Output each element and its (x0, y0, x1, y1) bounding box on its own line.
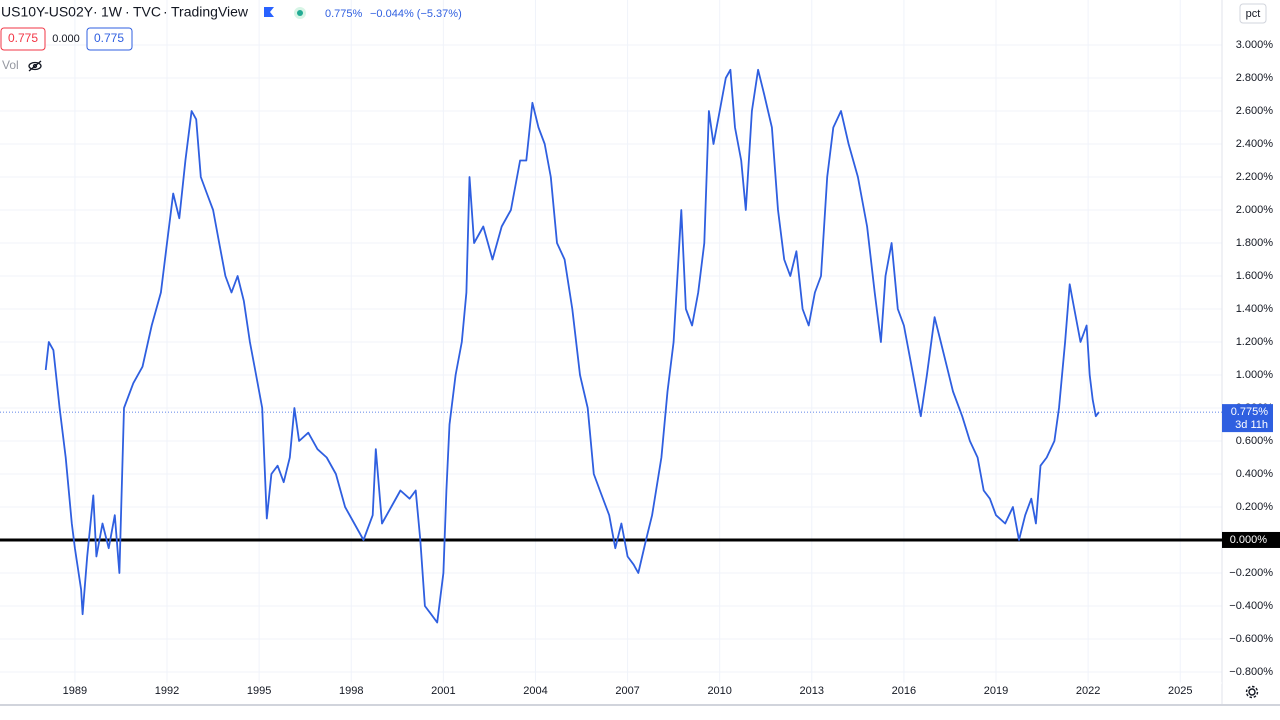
x-tick-label: 2001 (431, 685, 455, 697)
y-tick-label: 2.800% (1236, 72, 1274, 84)
y-tick-label: 1.200% (1236, 336, 1274, 348)
x-tick-label: 2007 (615, 685, 639, 697)
series-line (44, 68, 1100, 624)
x-tick-label: 1995 (247, 685, 271, 697)
separator: · (93, 4, 98, 20)
x-tick-label: 2022 (1076, 685, 1100, 697)
status-dot (297, 10, 303, 16)
y-tick-label: 1.800% (1236, 237, 1274, 249)
y-tick-label: 3.000% (1236, 39, 1274, 51)
y-tick-label: −0.200% (1229, 567, 1273, 579)
y-tick-label: 2.400% (1236, 138, 1274, 150)
symbol: US10Y-US02Y (1, 4, 94, 20)
x-tick-label: 1989 (63, 685, 87, 697)
spread-value: 0.000 (52, 33, 80, 45)
source: TVC (133, 4, 161, 20)
x-tick-label: 2004 (523, 685, 547, 697)
flag-icon[interactable] (264, 7, 274, 17)
x-tick-label: 2016 (892, 685, 916, 697)
bid-box[interactable] (0, 27, 46, 51)
last-price-label-bg (1222, 404, 1273, 433)
x-tick-label: 2013 (800, 685, 824, 697)
reference-label: 0.000% (1230, 534, 1268, 546)
separator: · (125, 4, 130, 20)
volume-label: Vol (2, 58, 19, 72)
platform: TradingView (171, 4, 249, 20)
last-value: 0.775% (325, 8, 363, 20)
y-tick-label: 0.600% (1236, 435, 1274, 447)
y-tick-label: −0.600% (1229, 633, 1273, 645)
change: −0.044% (−5.37%) (370, 8, 462, 20)
bid-value: 0.775 (8, 31, 38, 45)
ask-box[interactable] (86, 27, 133, 51)
last-price-label: 0.775% (1231, 406, 1269, 418)
hide-icon[interactable] (28, 60, 42, 72)
y-tick-label: −0.400% (1229, 600, 1273, 612)
separator: · (163, 4, 168, 20)
y-tick-label: 0.200% (1236, 501, 1274, 513)
countdown: 3d 11h (1235, 419, 1268, 431)
y-tick-label: 0.400% (1236, 468, 1274, 480)
y-tick-label: −0.800% (1229, 666, 1273, 678)
y-tick-label: 1.400% (1236, 303, 1274, 315)
ask-value: 0.775 (94, 31, 124, 45)
settings-icon[interactable] (1245, 685, 1259, 699)
x-tick-label: 2025 (1168, 685, 1192, 697)
x-tick-label: 1998 (339, 685, 363, 697)
reference-label-bg (1222, 531, 1280, 548)
x-tick-label: 1992 (155, 685, 179, 697)
y-tick-label: 2.600% (1236, 105, 1274, 117)
y-tick-label: 1.600% (1236, 270, 1274, 282)
scale-mode-button[interactable] (1239, 3, 1267, 24)
x-tick-label: 2019 (984, 685, 1008, 697)
interval[interactable]: 1W (101, 4, 123, 20)
grid (0, 0, 1222, 683)
scale-mode: pct (1246, 8, 1261, 20)
x-tick-label: 2010 (707, 685, 731, 697)
y-tick-label: 2.000% (1236, 204, 1274, 216)
y-tick-label: 2.200% (1236, 171, 1274, 183)
y-tick-label: 1.000% (1236, 369, 1274, 381)
